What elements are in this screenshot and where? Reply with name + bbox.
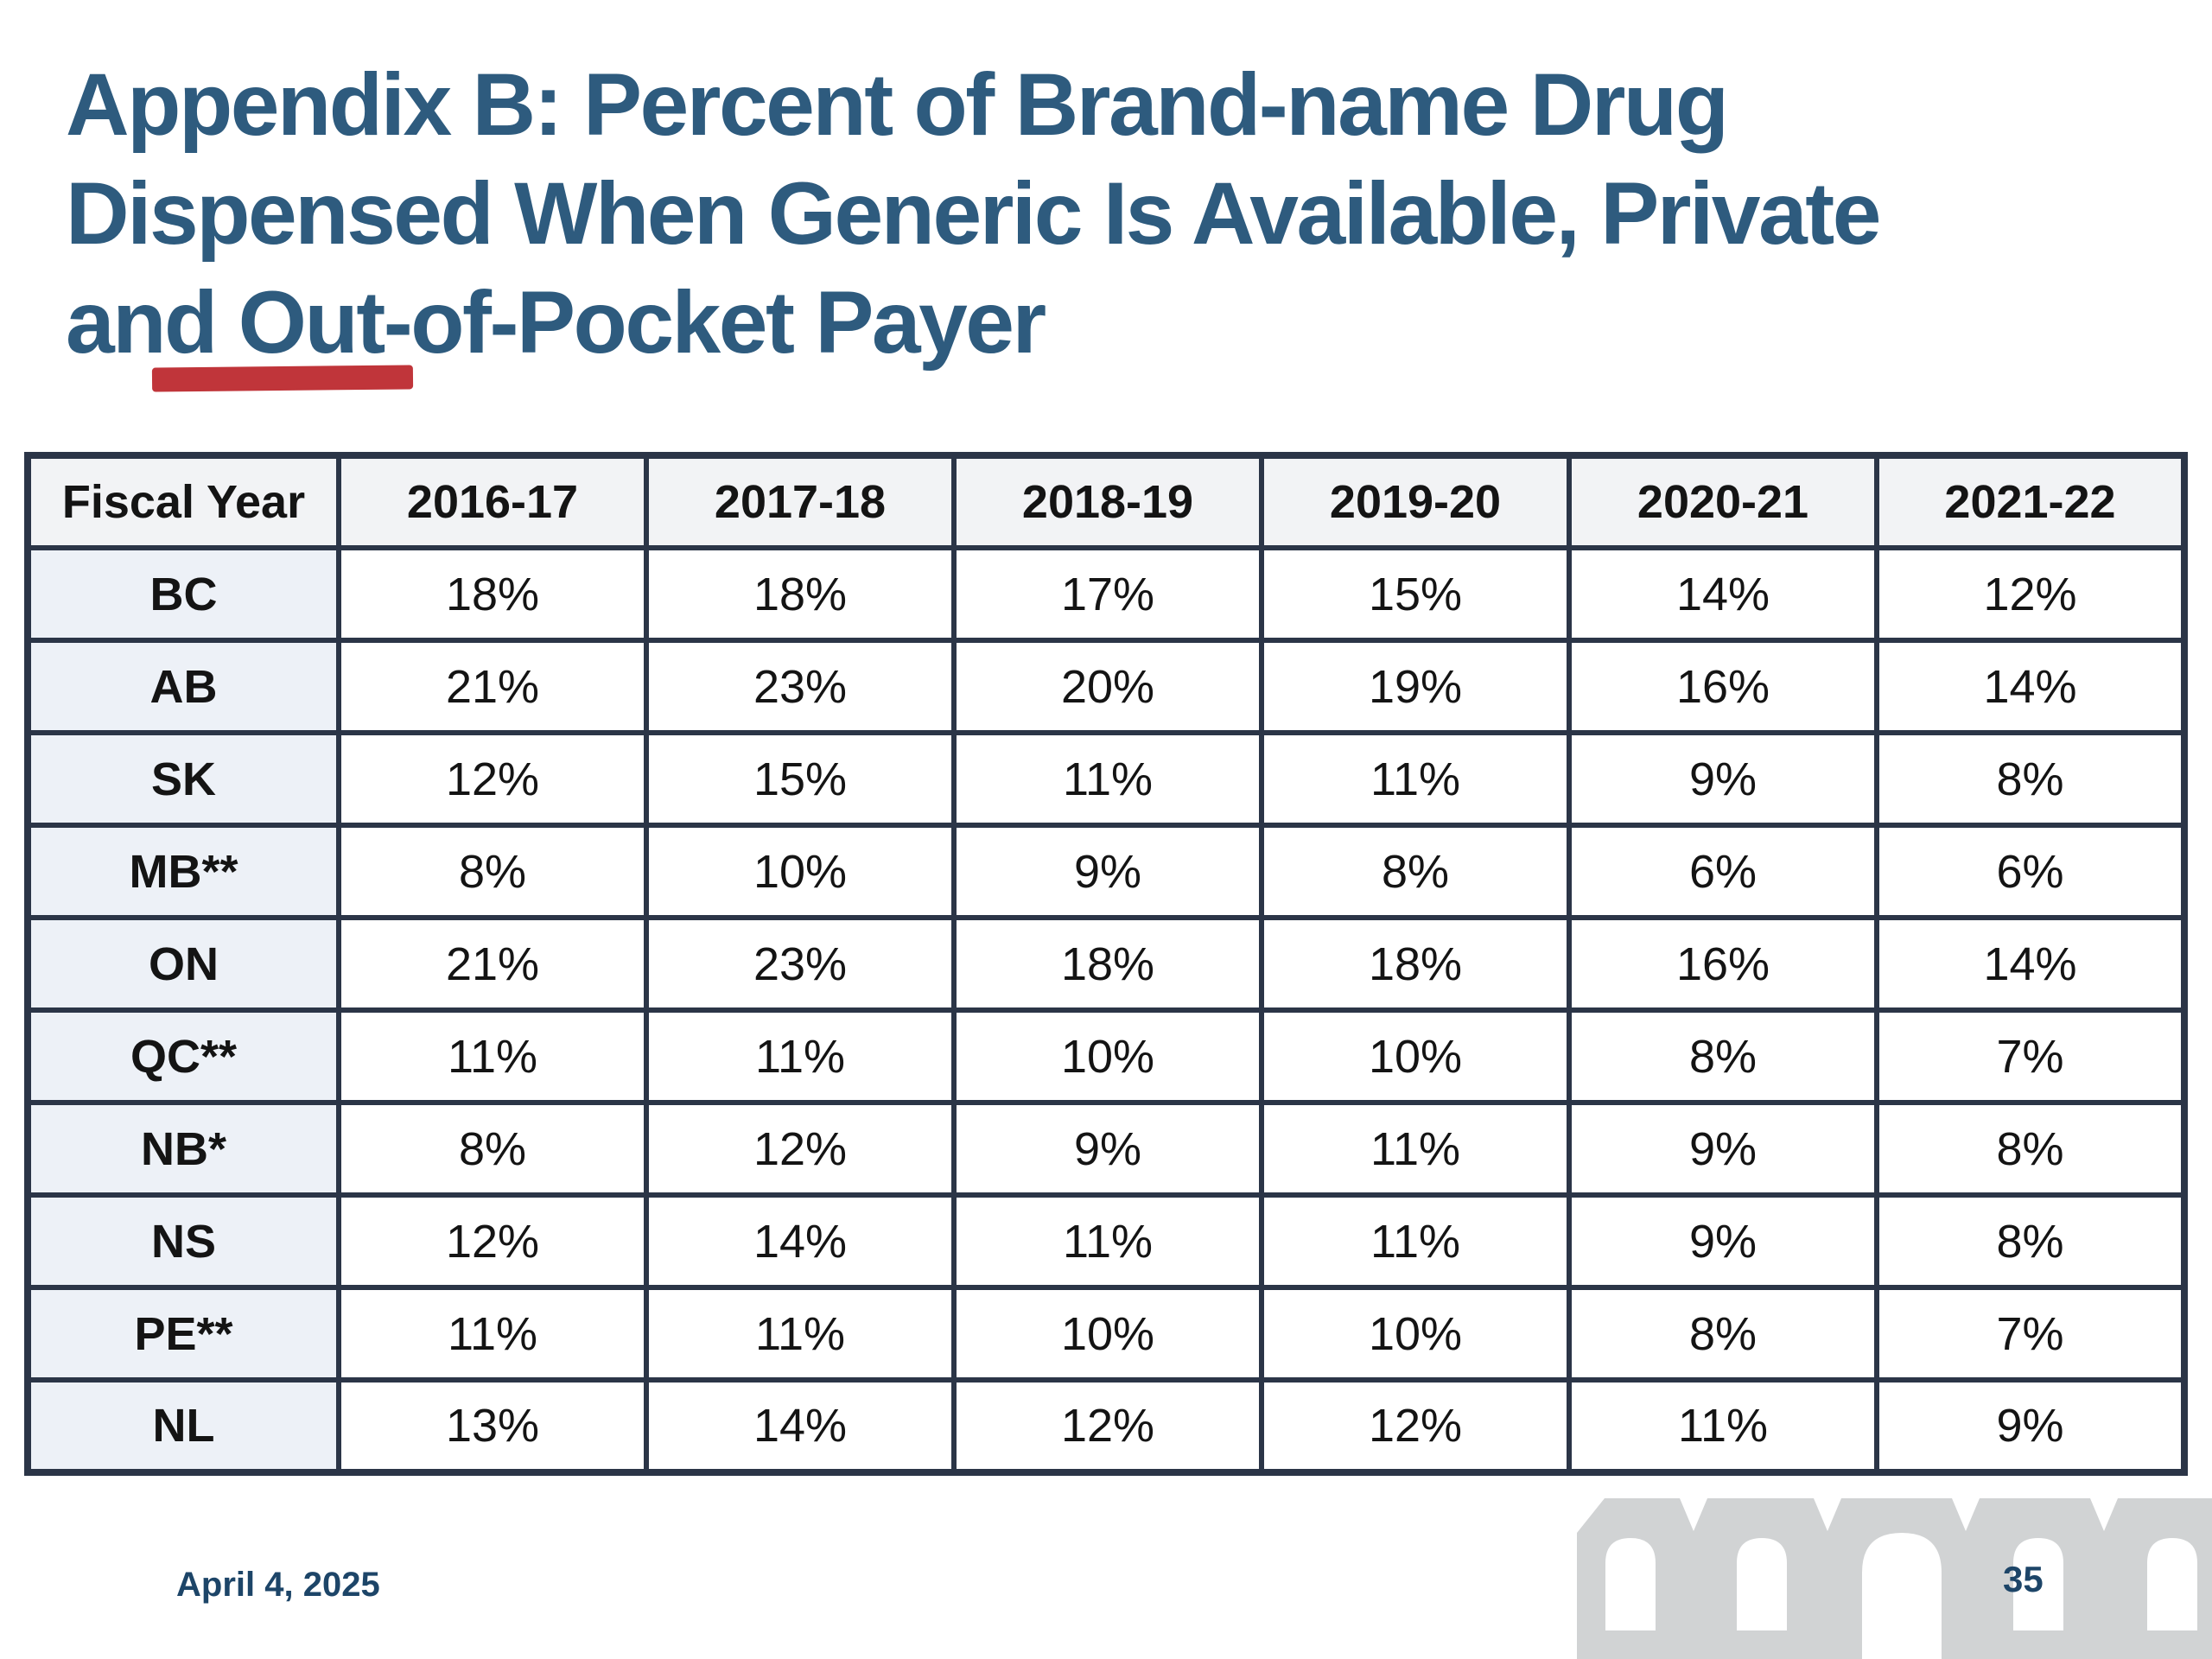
value-cell: 9% — [1567, 1192, 1879, 1290]
table-row-ON: ON 21% 23% 18% 18% 16% 14% — [25, 915, 2187, 1013]
value-cell: 7% — [1874, 1285, 2187, 1382]
row-label: NB* — [25, 1100, 341, 1198]
value-cell: 20% — [951, 638, 1264, 735]
header-cell-fiscal-year: Fiscal Year — [25, 453, 341, 550]
title-line-1: Appendix B: Percent of Brand-name Drug — [66, 55, 1729, 154]
header-cell-2020-21: 2020-21 — [1567, 453, 1879, 550]
value-cell: 9% — [1874, 1377, 2187, 1475]
value-cell: 12% — [336, 730, 649, 828]
title-line-3: and Out-of-Pocket Payer — [66, 273, 1046, 372]
value-cell: 10% — [1259, 1285, 1572, 1382]
table-row-PE: PE** 11% 11% 10% 10% 8% 7% — [25, 1285, 2187, 1382]
value-cell: 11% — [951, 1192, 1264, 1290]
value-cell: 10% — [951, 1285, 1264, 1382]
table-row-SK: SK 12% 15% 11% 11% 9% 8% — [25, 730, 2187, 828]
value-cell: 9% — [1567, 730, 1879, 828]
value-cell: 9% — [951, 823, 1264, 920]
value-cell: 17% — [951, 545, 1264, 643]
header-cell-2021-22: 2021-22 — [1874, 453, 2187, 550]
row-label: MB** — [25, 823, 341, 920]
page-number: 35 — [2003, 1559, 2044, 1599]
table-row-QC: QC** 11% 11% 10% 10% 8% 7% — [25, 1007, 2187, 1105]
value-cell: 16% — [1567, 638, 1879, 735]
table-header-row: Fiscal Year 2016-17 2017-18 2018-19 2019-20 2… — [25, 453, 2187, 550]
value-cell: 8% — [1259, 823, 1572, 920]
table-row-NS: NS 12% 14% 11% 11% 9% 8% — [25, 1192, 2187, 1290]
value-cell: 19% — [1259, 638, 1572, 735]
value-cell: 23% — [644, 915, 957, 1013]
value-cell: 12% — [644, 1100, 957, 1198]
row-label: PE** — [25, 1285, 341, 1382]
row-label: NS — [25, 1192, 341, 1290]
value-cell: 9% — [1567, 1100, 1879, 1198]
value-cell: 8% — [336, 823, 649, 920]
table-body: BC 18% 18% 17% 15% 14% 12% AB 21% 23% 20% 19% 16% 14%… — [25, 545, 2187, 1475]
table-row-BC: BC 18% 18% 17% 15% 14% 12% — [25, 545, 2187, 643]
value-cell: 18% — [1259, 915, 1572, 1013]
data-table: Fiscal Year 2016-17 2017-18 2018-19 2019-20 2… — [24, 452, 2188, 1476]
value-cell: 7% — [1874, 1007, 2187, 1105]
value-cell: 14% — [1567, 545, 1879, 643]
row-label: SK — [25, 730, 341, 828]
value-cell: 11% — [336, 1007, 649, 1105]
value-cell: 11% — [951, 730, 1264, 828]
value-cell: 10% — [644, 823, 957, 920]
value-cell: 21% — [336, 915, 649, 1013]
value-cell: 10% — [1259, 1007, 1572, 1105]
value-cell: 11% — [1259, 730, 1572, 828]
row-label: BC — [25, 545, 341, 643]
value-cell: 11% — [1259, 1192, 1572, 1290]
parliament-arches-icon — [1567, 1479, 2212, 1659]
value-cell: 21% — [336, 638, 649, 735]
value-cell: 12% — [951, 1377, 1264, 1475]
value-cell: 23% — [644, 638, 957, 735]
table-row-NL: NL 13% 14% 12% 12% 11% 9% — [25, 1377, 2187, 1475]
page-title: Appendix B: Percent of Brand-name Drug D… — [66, 50, 2212, 392]
value-cell: 12% — [1259, 1377, 1572, 1475]
header-cell-2017-18: 2017-18 — [644, 453, 957, 550]
value-cell: 11% — [336, 1285, 649, 1382]
value-cell: 11% — [644, 1285, 957, 1382]
footer-date: April 4, 2025 — [176, 1566, 380, 1604]
value-cell: 12% — [336, 1192, 649, 1290]
table-row-NB: NB* 8% 12% 9% 11% 9% 8% — [25, 1100, 2187, 1198]
value-cell: 8% — [1567, 1285, 1879, 1382]
value-cell: 12% — [1874, 545, 2187, 643]
value-cell: 8% — [1874, 1192, 2187, 1290]
value-cell: 15% — [644, 730, 957, 828]
value-cell: 14% — [644, 1377, 957, 1475]
title-line-2: Dispensed When Generic Is Available, Pri… — [66, 164, 1881, 263]
value-cell: 6% — [1567, 823, 1879, 920]
value-cell: 8% — [336, 1100, 649, 1198]
header-cell-2018-19: 2018-19 — [951, 453, 1264, 550]
header-cell-2016-17: 2016-17 — [336, 453, 649, 550]
table-header: Fiscal Year 2016-17 2017-18 2018-19 2019-20 2… — [25, 453, 2187, 550]
header-cell-2019-20: 2019-20 — [1259, 453, 1572, 550]
value-cell: 11% — [644, 1007, 957, 1105]
row-label: NL — [25, 1377, 341, 1475]
value-cell: 11% — [1567, 1377, 1879, 1475]
table-row-MB: MB** 8% 10% 9% 8% 6% 6% — [25, 823, 2187, 920]
value-cell: 14% — [1874, 638, 2187, 735]
value-cell: 6% — [1874, 823, 2187, 920]
value-cell: 11% — [1259, 1100, 1572, 1198]
row-label: AB — [25, 638, 341, 735]
row-label: QC** — [25, 1007, 341, 1105]
value-cell: 9% — [951, 1100, 1264, 1198]
row-label: ON — [25, 915, 341, 1013]
value-cell: 14% — [1874, 915, 2187, 1013]
value-cell: 8% — [1874, 1100, 2187, 1198]
value-cell: 16% — [1567, 915, 1879, 1013]
value-cell: 8% — [1567, 1007, 1879, 1105]
value-cell: 10% — [951, 1007, 1264, 1105]
value-cell: 8% — [1874, 730, 2187, 828]
value-cell: 18% — [951, 915, 1264, 1013]
table-row-AB: AB 21% 23% 20% 19% 16% 14% — [25, 638, 2187, 735]
value-cell: 13% — [336, 1377, 649, 1475]
value-cell: 18% — [336, 545, 649, 643]
value-cell: 14% — [644, 1192, 957, 1290]
value-cell: 18% — [644, 545, 957, 643]
value-cell: 15% — [1259, 545, 1572, 643]
